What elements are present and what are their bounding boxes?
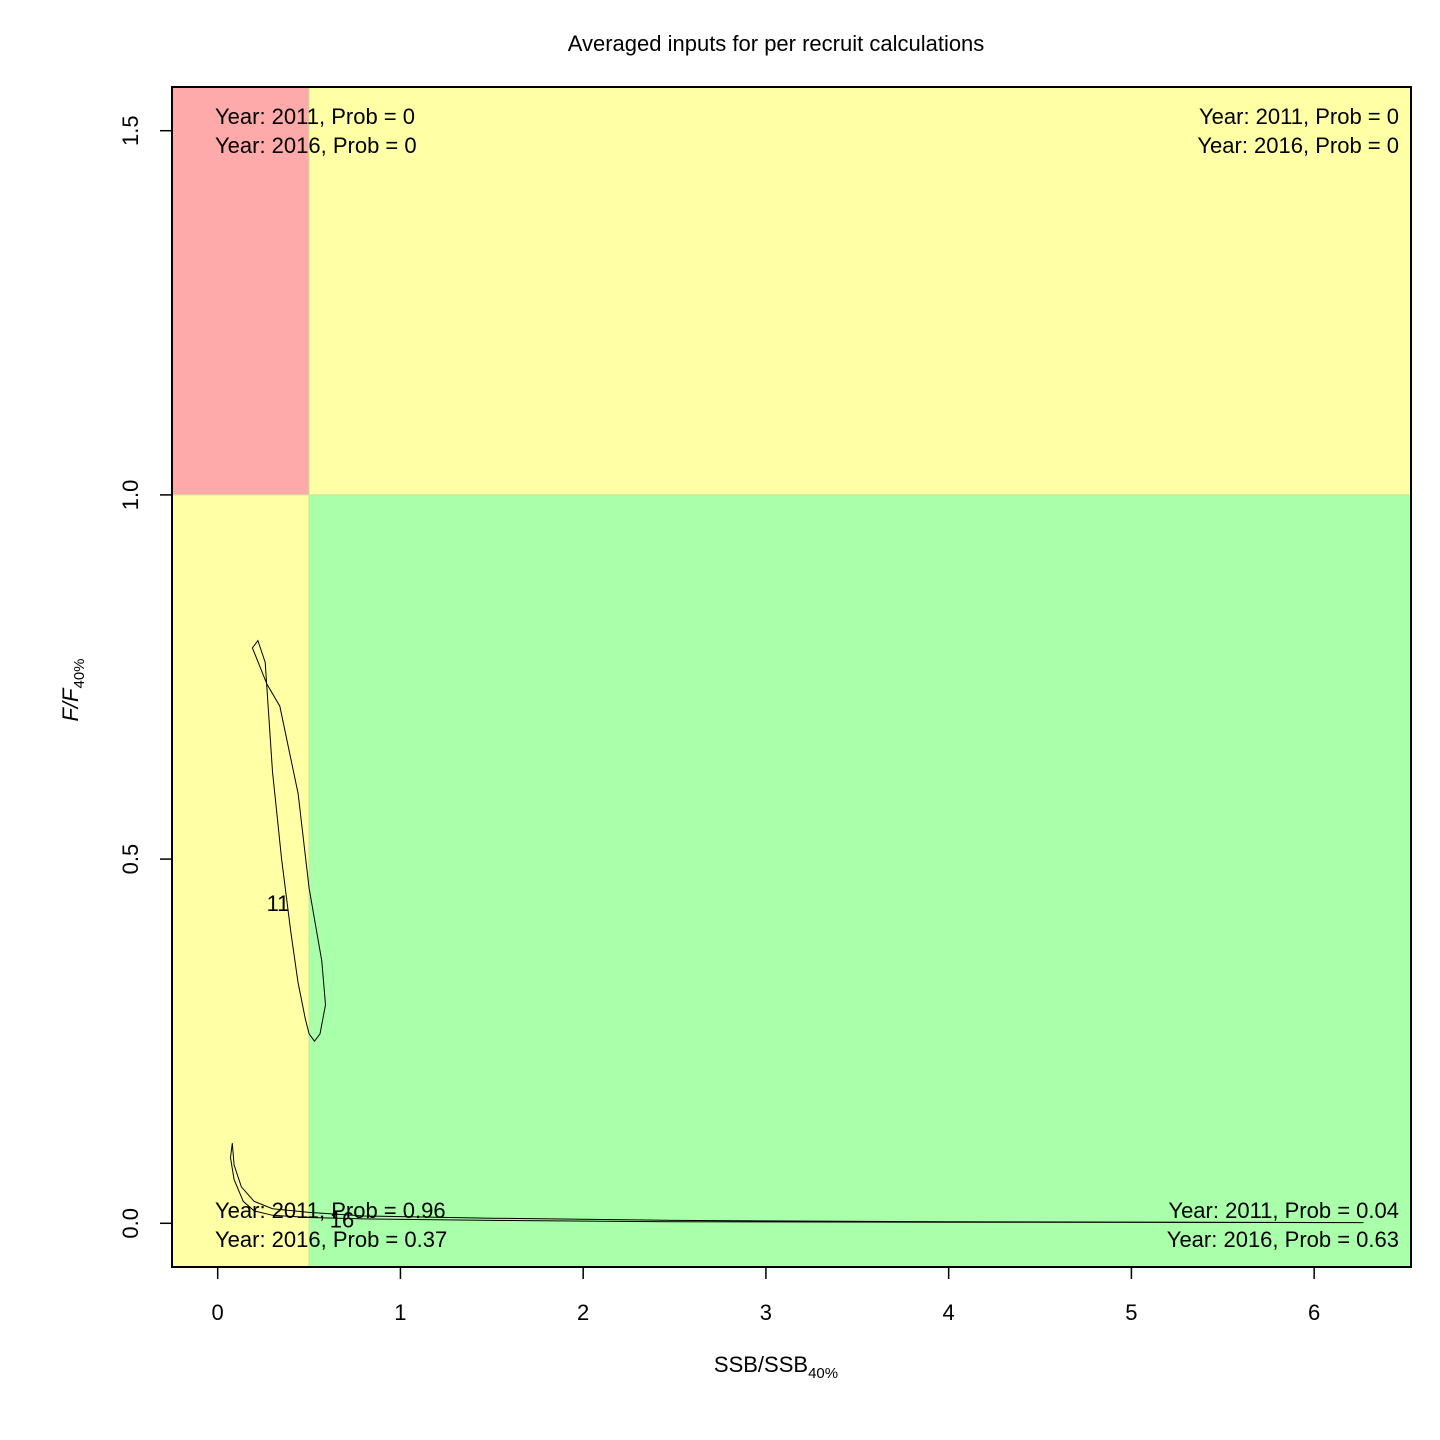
contour-11: [251, 639, 327, 1043]
y-axis: 0.0 0.5 1.0 1.5: [118, 115, 173, 1239]
chart-title: Averaged inputs for per recruit calculat…: [568, 31, 985, 56]
quadrant-text-bottom-left-0: Year: 2011, Prob = 0.96: [215, 1198, 446, 1223]
contour-16: [229, 1143, 1364, 1224]
zone-overfishing: [309, 87, 1412, 495]
x-tick-label: 1: [394, 1300, 406, 1325]
zone-overfished-overfishing: [172, 87, 310, 495]
quadrant-text-bottom-right-1: Year: 2016, Prob = 0.63: [1167, 1227, 1399, 1252]
y-tick-label: 1.0: [118, 480, 143, 511]
quadrant-text-top-left-0: Year: 2011, Prob = 0: [215, 104, 415, 129]
zone-overfished: [172, 494, 310, 1267]
quadrant-text-bottom-left-1: Year: 2016, Prob = 0.37: [215, 1227, 447, 1252]
zones: [172, 87, 1412, 1267]
x-axis-label-sub: 40%: [808, 1365, 838, 1382]
contour-label-16: 16: [330, 1208, 354, 1233]
y-tick-label: 1.5: [118, 115, 143, 146]
zone-healthy: [309, 494, 1412, 1267]
y-tick-label: 0.5: [118, 844, 143, 875]
y-axis-label-main: F/F: [58, 687, 83, 722]
x-tick-label: 6: [1308, 1300, 1320, 1325]
x-tick-label: 0: [212, 1300, 224, 1325]
quadrant-text-top-right-0: Year: 2011, Prob = 0: [1199, 104, 1399, 129]
x-tick-label: 5: [1125, 1300, 1137, 1325]
x-tick-label: 2: [577, 1300, 589, 1325]
x-tick-label: 4: [943, 1300, 955, 1325]
y-tick-label: 0.0: [118, 1208, 143, 1239]
quadrant-text-top-right-1: Year: 2016, Prob = 0: [1197, 133, 1399, 158]
y-axis-label: F/F40%: [58, 658, 88, 721]
quadrant-annotations: Year: 2011, Prob = 0 Year: 2016, Prob = 0…: [215, 104, 1399, 1252]
quadrant-text-top-left-1: Year: 2016, Prob = 0: [215, 133, 417, 158]
x-axis-label: SSB/SSB40%: [714, 1352, 838, 1382]
contours: 11 16: [229, 639, 1364, 1233]
x-axis-label-main: SSB/SSB: [714, 1352, 808, 1377]
x-axis: 0 1 2 3 4 5 6: [212, 1266, 1320, 1325]
quadrant-text-bottom-right-0: Year: 2011, Prob = 0.04: [1168, 1198, 1399, 1223]
x-tick-label: 3: [760, 1300, 772, 1325]
y-axis-label-sub: 40%: [71, 658, 88, 688]
contour-label-11: 11: [267, 891, 290, 916]
